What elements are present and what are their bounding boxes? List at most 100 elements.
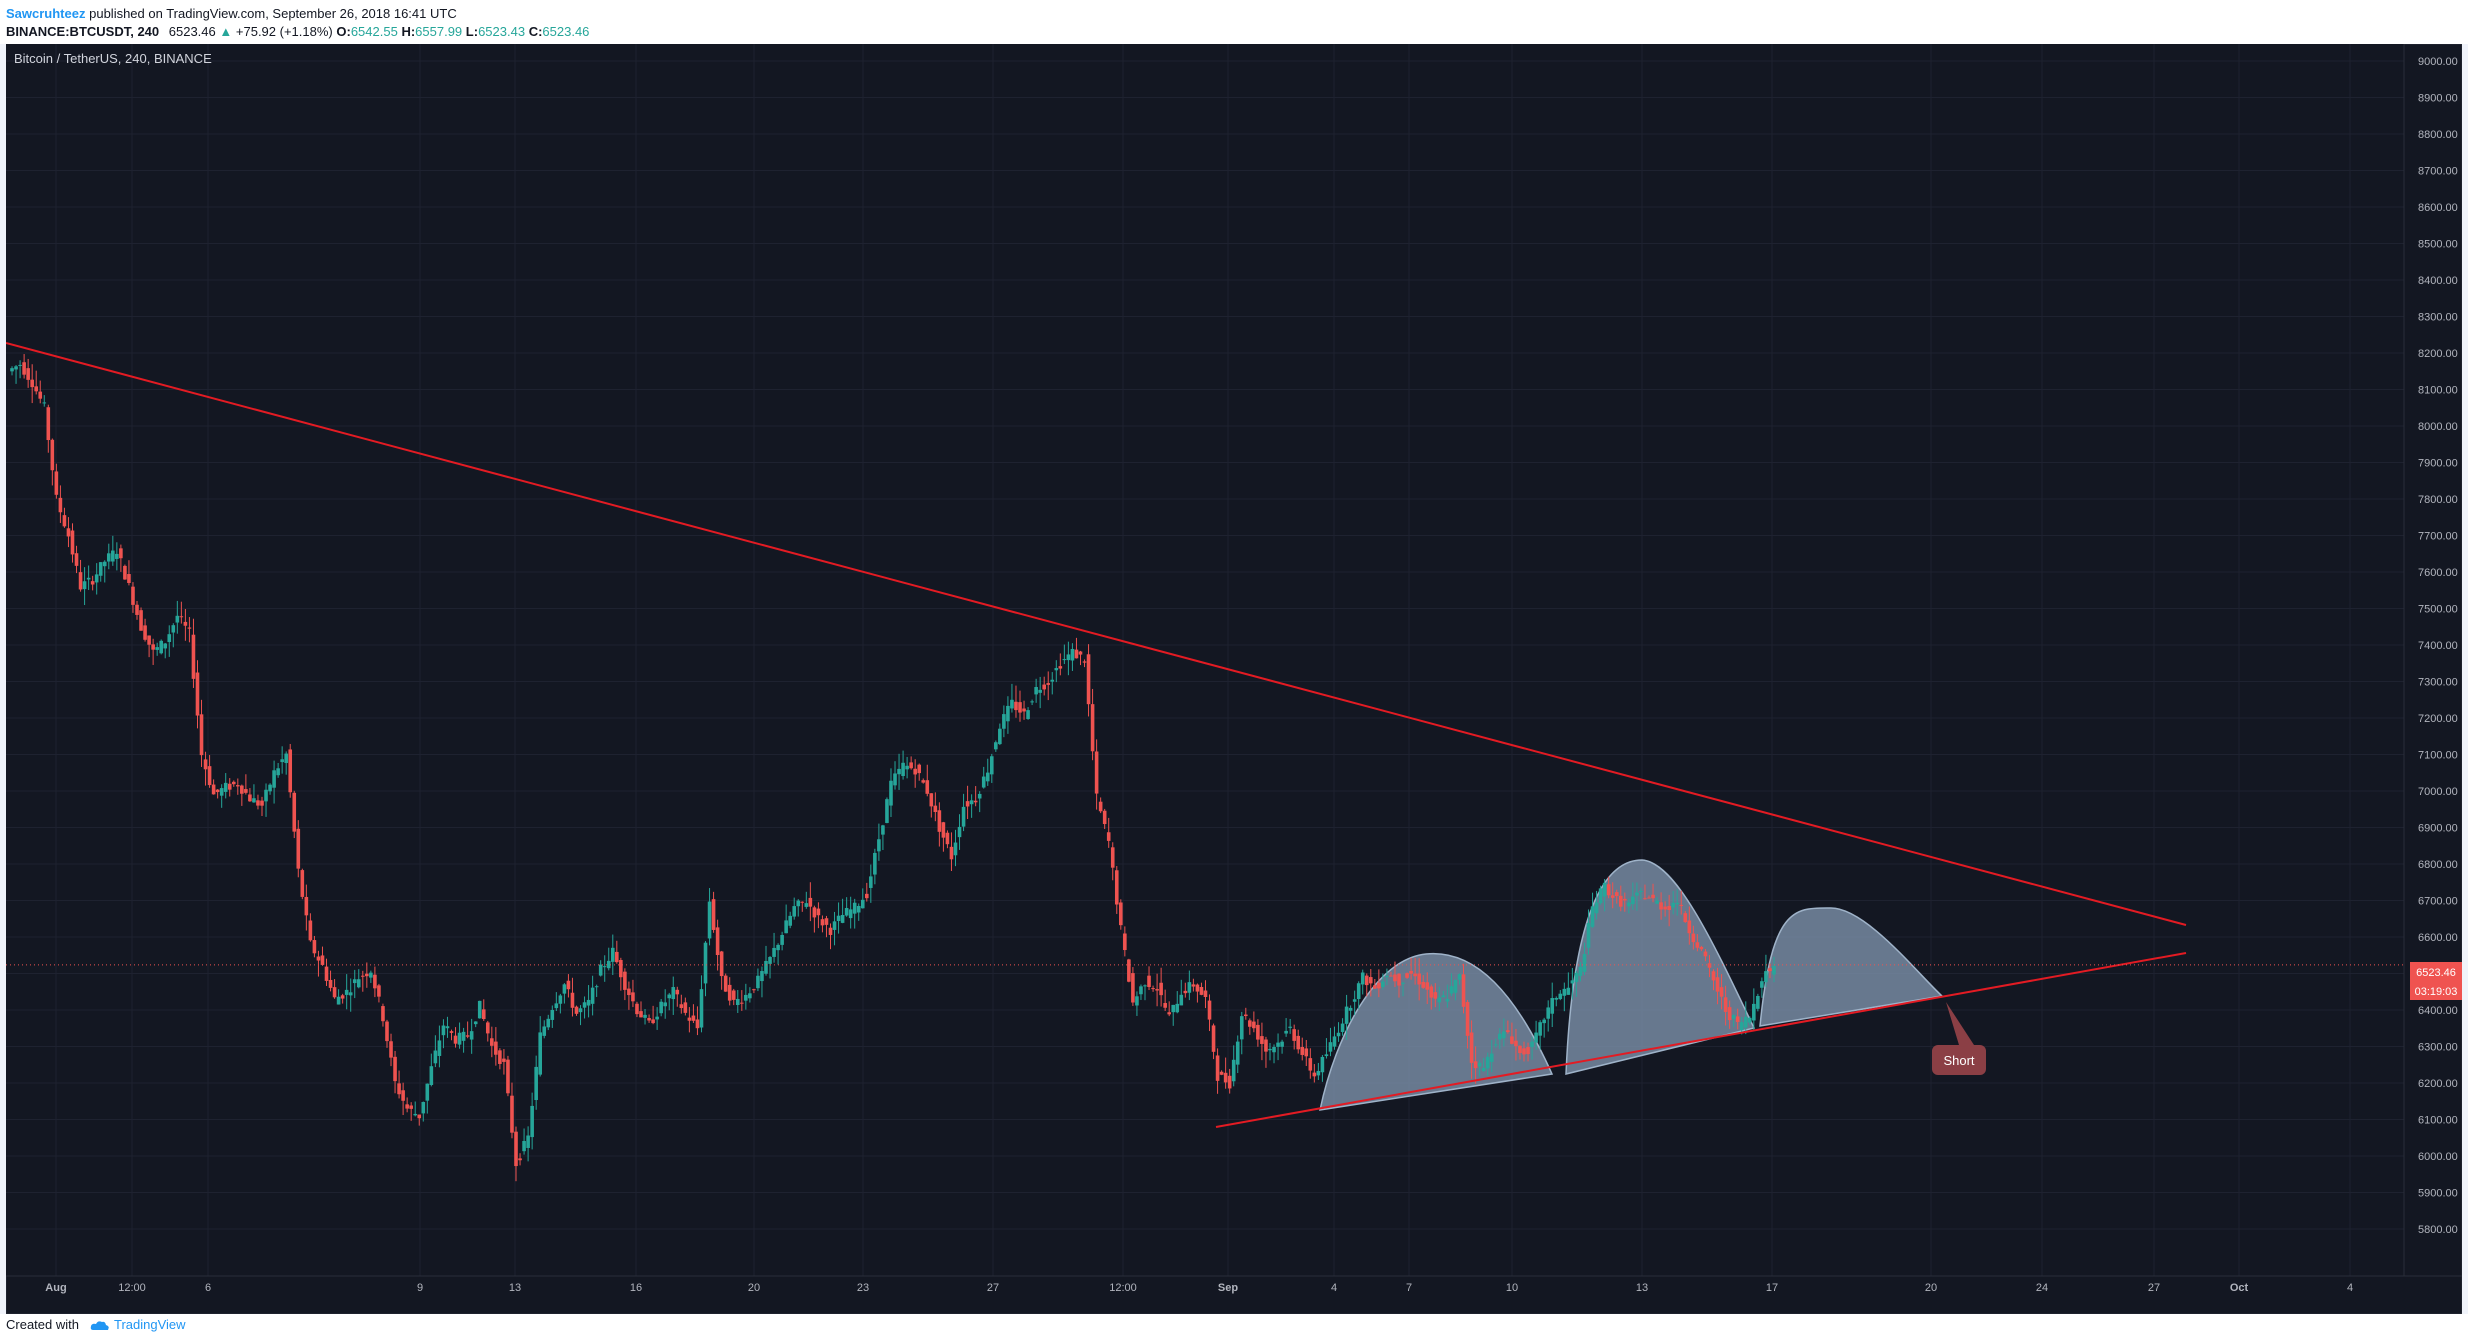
price-tick-label: 7000.00 — [2418, 786, 2458, 798]
candle-body — [1606, 884, 1611, 896]
descending-trendline — [6, 342, 2187, 926]
candle-body — [735, 998, 740, 1006]
candle-body — [1457, 974, 1462, 980]
candle-body — [578, 1008, 583, 1013]
candle-body — [377, 985, 381, 997]
candle-body — [1006, 705, 1010, 722]
candle-body — [139, 610, 143, 631]
candle-body — [86, 577, 91, 580]
time-tick-label: 12:00 — [118, 1282, 146, 1294]
short-label: Short — [1943, 1053, 1974, 1068]
time-tick-label: 20 — [1925, 1282, 1937, 1294]
candle-body — [667, 994, 672, 999]
candle-body — [744, 994, 748, 1001]
price-chart[interactable]: 9000.00 8900.00 8800.00 8700.00 8600.00 8500.… — [6, 44, 2462, 1314]
pattern-arc — [1565, 859, 1756, 1075]
candle-body — [1159, 982, 1163, 996]
candle-body — [1445, 998, 1450, 1002]
candle-body — [639, 1011, 643, 1018]
tradingview-link[interactable]: TradingView — [90, 1317, 186, 1332]
candle-body — [574, 1006, 579, 1014]
footer: Created with TradingView — [0, 1314, 2468, 1333]
candle-body — [566, 980, 571, 990]
candle-body — [171, 625, 176, 633]
candle-body — [1203, 990, 1208, 998]
candle-body — [764, 960, 768, 974]
candle-body — [1760, 981, 1764, 988]
candle-body — [1340, 1023, 1345, 1032]
candle-body — [119, 548, 123, 559]
candle-body — [240, 785, 244, 794]
short-callout-tail — [1946, 1002, 1974, 1045]
candle-body — [1594, 902, 1599, 914]
candle-body — [123, 565, 127, 580]
candle-body — [1187, 982, 1192, 993]
candle-body — [115, 553, 119, 559]
candle-body — [469, 1031, 474, 1040]
candle-body — [256, 800, 260, 806]
candle-body — [1433, 992, 1438, 999]
candle-body — [1243, 1014, 1248, 1017]
candle-body — [1227, 1075, 1232, 1089]
chart-area[interactable]: 9000.00 8900.00 8800.00 8700.00 8600.00 8500.… — [6, 44, 2462, 1314]
candle-body — [477, 1000, 482, 1019]
candle-body — [1614, 892, 1619, 897]
candle-body — [542, 1026, 547, 1036]
candle-body — [1441, 995, 1446, 998]
time-tick-label: 13 — [509, 1282, 521, 1294]
candle-body — [917, 764, 922, 774]
time-tick-label: 17 — [1766, 1282, 1778, 1294]
author-link[interactable]: Sawcruhteez — [6, 6, 86, 21]
short-annotation[interactable]: Short — [1932, 1002, 1986, 1075]
candle-body — [215, 789, 220, 793]
candle-body — [1764, 971, 1768, 983]
candle-body — [905, 765, 909, 770]
candle-body — [1518, 1045, 1522, 1054]
candle-body — [840, 914, 845, 923]
candle-body — [1590, 906, 1595, 927]
candle-body — [1493, 1044, 1498, 1046]
time-tick-label: 27 — [2148, 1282, 2160, 1294]
candle-body — [659, 1001, 663, 1014]
candle-body — [1723, 997, 1728, 1012]
candle-body — [187, 627, 192, 629]
candle-body — [441, 1025, 446, 1036]
candle-body — [280, 759, 284, 763]
candle-body — [429, 1066, 434, 1085]
time-tick-label: 16 — [630, 1282, 642, 1294]
candle-body — [1469, 1032, 1474, 1063]
candle-body — [602, 966, 607, 968]
candle-body — [10, 368, 14, 372]
candle-body — [147, 635, 151, 645]
candle-body — [199, 714, 204, 756]
pattern-arc — [1319, 952, 1554, 1111]
candle-body — [155, 647, 159, 650]
candle-body — [1098, 801, 1103, 812]
price-tick-label: 6800.00 — [2418, 859, 2458, 871]
candle-body — [740, 1002, 744, 1004]
price-tick-label: 8900.00 — [2418, 93, 2458, 105]
symbol-text: BINANCE:BTCUSDT, 240 — [6, 24, 160, 39]
candle-body — [179, 616, 184, 618]
low-label: L: — [465, 24, 479, 39]
price-tick-label: 8200.00 — [2418, 348, 2458, 360]
open-value: 6542.55 — [350, 24, 398, 39]
last-price: 6523.46 — [168, 24, 216, 39]
candle-body — [1453, 980, 1458, 993]
candle-body — [449, 1031, 454, 1033]
candle-body — [663, 1002, 667, 1007]
candle-body — [1324, 1054, 1329, 1057]
candle-body — [1695, 942, 1700, 948]
candle-body — [1256, 1024, 1260, 1040]
candle-body — [94, 574, 99, 583]
candle-body — [1235, 1041, 1240, 1065]
candle-body — [1530, 1041, 1534, 1047]
candle-body — [1425, 982, 1430, 990]
candle-body — [627, 988, 631, 996]
candle-body — [941, 822, 946, 838]
candle-body — [1687, 920, 1692, 934]
candle-body — [768, 956, 772, 964]
candle-body — [223, 782, 228, 792]
candle-body — [1292, 1029, 1296, 1041]
candle-body — [1328, 1042, 1333, 1052]
